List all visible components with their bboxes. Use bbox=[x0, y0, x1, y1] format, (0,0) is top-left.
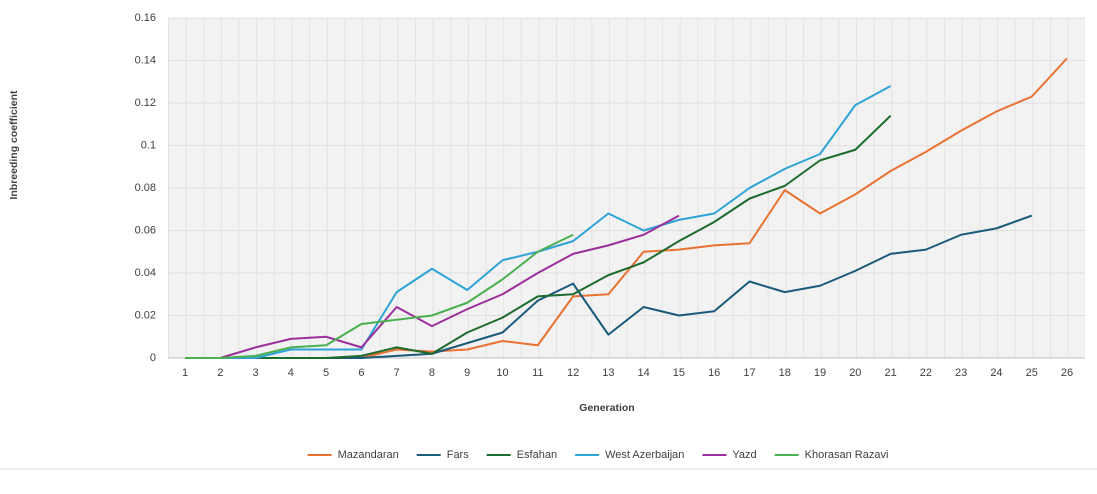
x-tick-label: 6 bbox=[358, 367, 364, 379]
x-tick-label: 20 bbox=[849, 367, 861, 379]
y-tick-label: 0.06 bbox=[135, 224, 156, 236]
x-tick-label: 19 bbox=[814, 367, 826, 379]
x-tick-label: 15 bbox=[673, 367, 685, 379]
x-tick-label: 1 bbox=[182, 367, 188, 379]
series-line bbox=[185, 233, 574, 359]
x-tick-label: 22 bbox=[920, 367, 932, 379]
legend-label: West Azerbaijan bbox=[605, 449, 684, 461]
legend-label: Esfahan bbox=[517, 449, 557, 461]
y-tick-label: 0 bbox=[150, 352, 156, 364]
x-axis-title: Generation bbox=[579, 402, 634, 414]
series-line bbox=[185, 214, 680, 359]
x-tick-label: 11 bbox=[532, 367, 543, 379]
legend-label: Fars bbox=[447, 449, 470, 461]
x-tick-label: 3 bbox=[252, 367, 258, 379]
y-tick-label: 0.12 bbox=[135, 97, 156, 109]
legend-label: Yazd bbox=[732, 449, 756, 461]
y-tick-label: 0.1 bbox=[141, 139, 156, 151]
x-tick-label: 18 bbox=[779, 367, 791, 379]
y-tick-label: 0.02 bbox=[135, 309, 156, 321]
x-tick-label: 2 bbox=[217, 367, 223, 379]
x-tick-label: 23 bbox=[955, 367, 967, 379]
x-tick-label: 12 bbox=[567, 367, 579, 379]
series-line bbox=[185, 115, 892, 359]
y-tick-label: 0.08 bbox=[135, 182, 156, 194]
x-tick-label: 4 bbox=[288, 367, 294, 379]
y-tick-label: 0.04 bbox=[135, 267, 156, 279]
x-tick-label: 14 bbox=[638, 367, 650, 379]
x-tick-label: 21 bbox=[884, 367, 896, 379]
x-tick-label: 9 bbox=[464, 367, 470, 379]
y-axis-title: Inbreeding coefficient bbox=[8, 90, 20, 200]
x-tick-label: 10 bbox=[496, 367, 508, 379]
x-tick-label: 8 bbox=[429, 367, 435, 379]
x-tick-label: 24 bbox=[990, 367, 1002, 379]
x-tick-label: 16 bbox=[708, 367, 720, 379]
x-tick-label: 17 bbox=[743, 367, 755, 379]
x-tick-label: 25 bbox=[1026, 367, 1038, 379]
legend-label: Khorasan Razavi bbox=[805, 449, 889, 461]
x-tick-label: 7 bbox=[394, 367, 400, 379]
y-tick-label: 0.14 bbox=[135, 54, 156, 66]
y-tick-label: 0.16 bbox=[135, 12, 156, 24]
legend-label: Mazandaran bbox=[338, 449, 399, 461]
x-tick-label: 5 bbox=[323, 367, 329, 379]
x-tick-label: 26 bbox=[1061, 367, 1073, 379]
x-tick-label: 13 bbox=[602, 367, 614, 379]
